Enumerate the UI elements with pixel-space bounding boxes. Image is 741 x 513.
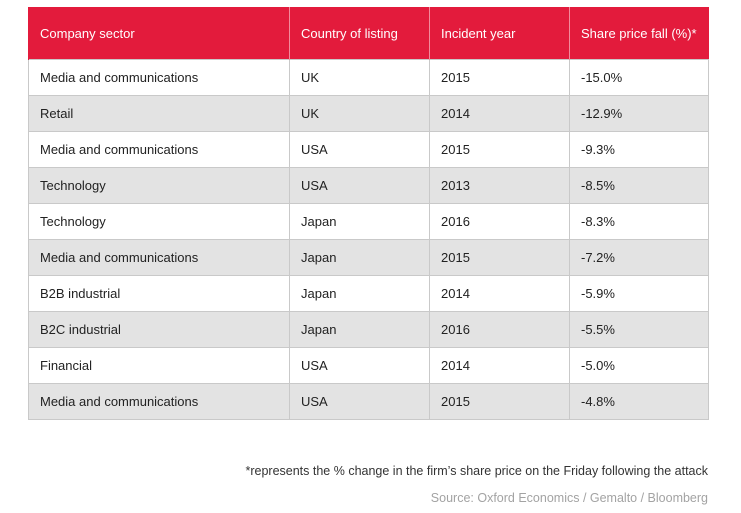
cell-country: UK bbox=[289, 59, 430, 96]
cell-year: 2013 bbox=[429, 167, 570, 204]
cell-country: Japan bbox=[289, 311, 430, 348]
table-row: Technology USA 2013 -8.5% bbox=[28, 167, 709, 204]
source-note: Source: Oxford Economics / Gemalto / Blo… bbox=[430, 491, 708, 505]
cell-sector: Media and communications bbox=[28, 383, 290, 420]
cell-share-fall: -5.0% bbox=[569, 347, 709, 384]
header-company-sector: Company sector bbox=[28, 7, 290, 60]
cell-year: 2014 bbox=[429, 95, 570, 132]
cell-sector: Retail bbox=[28, 95, 290, 132]
cell-sector: Media and communications bbox=[28, 59, 290, 96]
cell-year: 2015 bbox=[429, 59, 570, 96]
cell-year: 2014 bbox=[429, 275, 570, 312]
header-share-price-fall: Share price fall (%)* bbox=[569, 7, 709, 60]
cell-year: 2014 bbox=[429, 347, 570, 384]
header-country-of-listing: Country of listing bbox=[289, 7, 430, 60]
table-row: Media and communications UK 2015 -15.0% bbox=[28, 59, 709, 96]
cell-sector: Media and communications bbox=[28, 239, 290, 276]
cell-sector: B2C industrial bbox=[28, 311, 290, 348]
cell-country: Japan bbox=[289, 275, 430, 312]
cell-year: 2016 bbox=[429, 311, 570, 348]
share-price-table: Company sector Country of listing Incide… bbox=[28, 7, 709, 420]
header-incident-year: Incident year bbox=[429, 7, 570, 60]
table-row: Media and communications Japan 2015 -7.2… bbox=[28, 239, 709, 276]
table-row: B2B industrial Japan 2014 -5.9% bbox=[28, 275, 709, 312]
cell-year: 2015 bbox=[429, 383, 570, 420]
cell-share-fall: -12.9% bbox=[569, 95, 709, 132]
cell-sector: B2B industrial bbox=[28, 275, 290, 312]
cell-year: 2016 bbox=[429, 203, 570, 240]
cell-share-fall: -8.3% bbox=[569, 203, 709, 240]
cell-country: USA bbox=[289, 383, 430, 420]
cell-country: Japan bbox=[289, 203, 430, 240]
table-header: Company sector Country of listing Incide… bbox=[28, 7, 709, 60]
table-row: Financial USA 2014 -5.0% bbox=[28, 347, 709, 384]
table-row: B2C industrial Japan 2016 -5.5% bbox=[28, 311, 709, 348]
cell-year: 2015 bbox=[429, 239, 570, 276]
cell-country: UK bbox=[289, 95, 430, 132]
table-row: Retail UK 2014 -12.9% bbox=[28, 95, 709, 132]
table-row: Media and communications USA 2015 -4.8% bbox=[28, 383, 709, 420]
cell-sector: Technology bbox=[28, 203, 290, 240]
share-price-table-container: Company sector Country of listing Incide… bbox=[28, 7, 709, 420]
cell-sector: Financial bbox=[28, 347, 290, 384]
cell-country: USA bbox=[289, 131, 430, 168]
cell-sector: Media and communications bbox=[28, 131, 290, 168]
cell-year: 2015 bbox=[429, 131, 570, 168]
cell-share-fall: -5.9% bbox=[569, 275, 709, 312]
cell-country: USA bbox=[289, 347, 430, 384]
table-body: Media and communications UK 2015 -15.0% … bbox=[28, 59, 709, 420]
cell-share-fall: -4.8% bbox=[569, 383, 709, 420]
table-row: Technology Japan 2016 -8.3% bbox=[28, 203, 709, 240]
header-row: Company sector Country of listing Incide… bbox=[28, 7, 709, 60]
cell-share-fall: -5.5% bbox=[569, 311, 709, 348]
cell-share-fall: -15.0% bbox=[569, 59, 709, 96]
cell-country: Japan bbox=[289, 239, 430, 276]
table-row: Media and communications USA 2015 -9.3% bbox=[28, 131, 709, 168]
footnote: *represents the % change in the firm’s s… bbox=[245, 464, 708, 478]
cell-country: USA bbox=[289, 167, 430, 204]
cell-share-fall: -7.2% bbox=[569, 239, 709, 276]
cell-share-fall: -9.3% bbox=[569, 131, 709, 168]
cell-share-fall: -8.5% bbox=[569, 167, 709, 204]
cell-sector: Technology bbox=[28, 167, 290, 204]
